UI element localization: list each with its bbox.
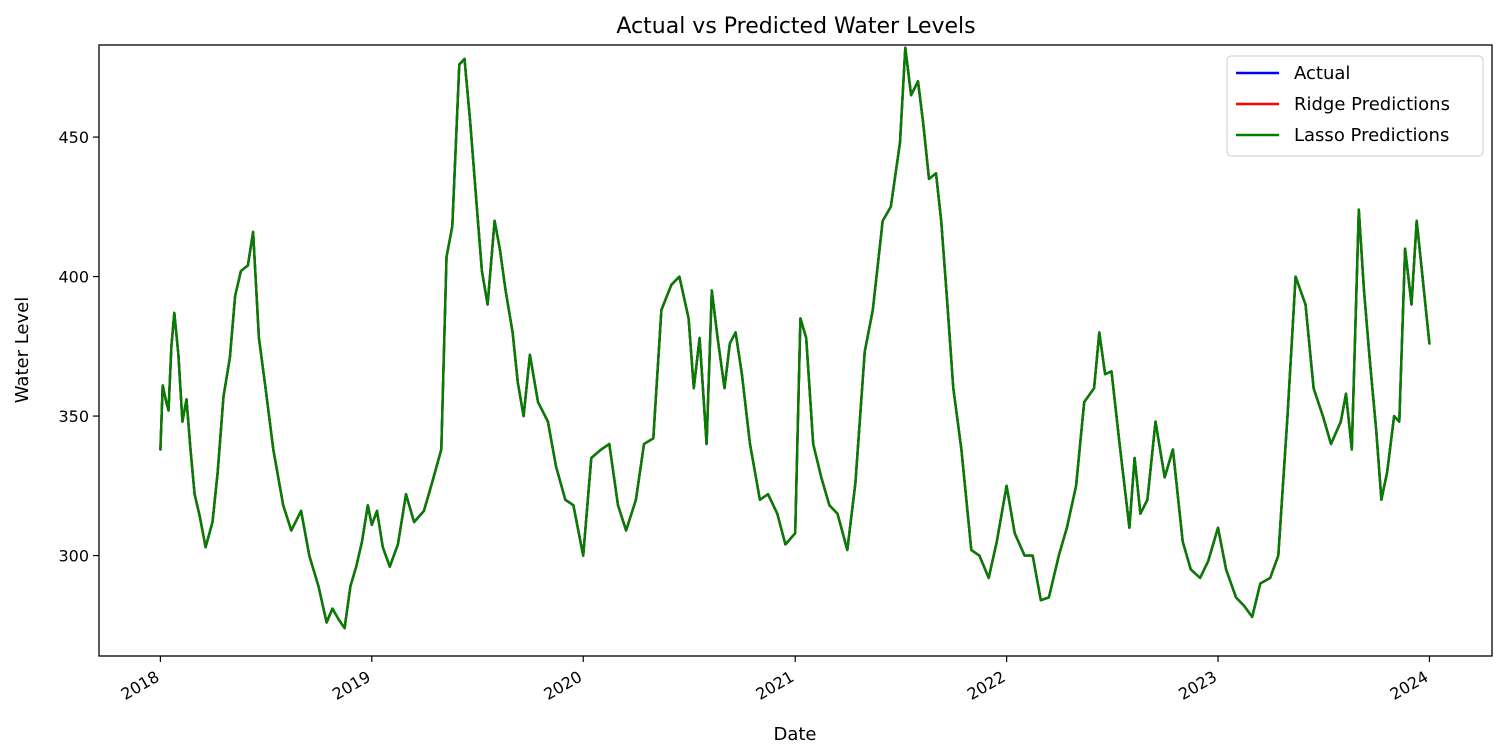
chart-title: Actual vs Predicted Water Levels — [616, 14, 975, 39]
legend-label: Lasso Predictions — [1294, 125, 1449, 146]
y-axis: 300 350 400 450 — [58, 128, 99, 566]
legend-label: Actual — [1294, 63, 1350, 84]
x-axis-label: Date — [773, 724, 816, 745]
y-tick-label: 400 — [58, 268, 89, 287]
y-tick-label: 300 — [58, 547, 89, 566]
series-line-lasso-predictions — [159, 46, 1431, 630]
legend: Actual Ridge Predictions Lasso Predictions — [1226, 55, 1484, 157]
y-tick-label: 350 — [58, 407, 89, 426]
y-axis-label: Water Level — [12, 297, 33, 403]
legend-box — [1226, 55, 1484, 157]
legend-label: Ridge Predictions — [1294, 94, 1450, 115]
y-tick-label: 450 — [58, 128, 89, 147]
series-layer — [159, 46, 1431, 630]
